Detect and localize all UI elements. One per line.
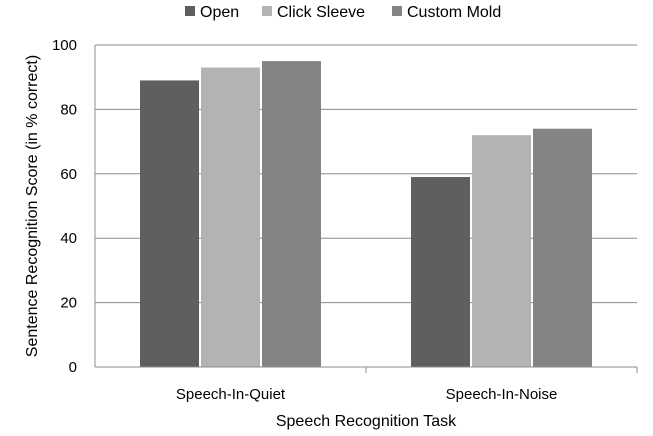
axes: 0 20 40 60 80 100 Speech-In-Quiet Speech-In-Noi… <box>52 37 638 403</box>
y-tick-label: 20 <box>60 295 77 312</box>
bar-click-sleeve-2 <box>472 135 531 367</box>
x-tick-label: Speech-In-Quiet <box>176 386 286 403</box>
bar-custom-mold-2 <box>533 128 592 367</box>
legend-swatch-click-sleeve <box>262 6 272 16</box>
bars <box>140 61 592 368</box>
bar-open-1 <box>140 80 199 368</box>
x-tick-label: Speech-In-Noise <box>446 386 558 403</box>
y-axis-title: Sentence Recognition Score (in % correct… <box>24 55 41 357</box>
legend-label-custom-mold: Custom Mold <box>407 4 501 21</box>
legend: Open Click Sleeve Custom Mold <box>185 4 501 21</box>
legend-swatch-open <box>185 6 195 16</box>
bar-click-sleeve-1 <box>201 67 260 367</box>
y-tick-label: 40 <box>60 230 77 247</box>
y-tick-label: 0 <box>69 359 77 376</box>
bar-custom-mold-1 <box>262 61 321 367</box>
legend-label-click-sleeve: Click Sleeve <box>277 4 365 21</box>
bar-open-2 <box>411 177 470 367</box>
y-tick-label: 80 <box>60 101 77 118</box>
legend-swatch-custom-mold <box>392 6 402 16</box>
y-tick-label: 100 <box>52 37 77 54</box>
x-axis-title: Speech Recognition Task <box>276 413 457 430</box>
legend-label-open: Open <box>200 4 239 21</box>
y-tick-label: 60 <box>60 166 77 183</box>
